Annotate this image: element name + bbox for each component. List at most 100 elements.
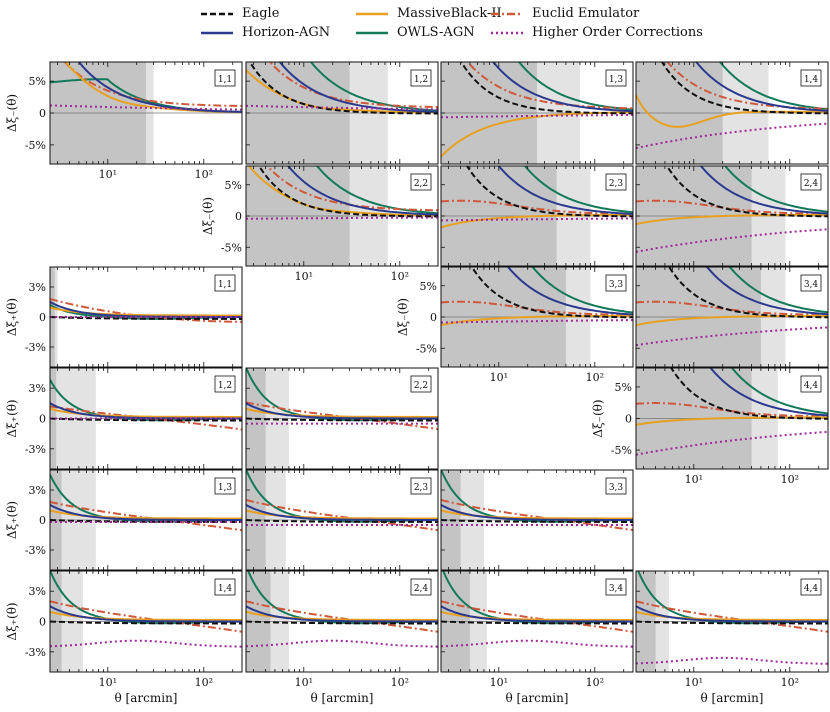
bin-label: 2,3: [609, 179, 624, 189]
panel-p-3,3: 3,3: [440, 469, 634, 571]
series-owls-agn: [728, 267, 828, 314]
bin-label-box: [214, 477, 236, 495]
bin-label: 1,1: [218, 280, 232, 290]
y-tick-label: -3%: [25, 544, 46, 557]
y-tick-label: 3%: [29, 484, 46, 497]
bin-label: 1,3: [218, 483, 233, 493]
bin-label: 2,3: [414, 483, 429, 493]
legend-label: Eagle: [242, 6, 280, 21]
series-higher-order-corrections: [636, 326, 828, 347]
legend-item-eagle: Eagle: [200, 6, 279, 21]
bin-label: 3,4: [804, 280, 819, 290]
bin-label-box: [800, 69, 822, 87]
series-owls-agn: [718, 62, 828, 111]
bin-label-box: [410, 375, 432, 393]
bin-label: 3,4: [609, 584, 624, 594]
bin-label: 1,2: [414, 75, 428, 85]
panel-m-2,2: 2,2 5% 0 -5% Δξ₋(θ) 10¹ 10²: [201, 165, 439, 283]
series-horizon-agn: [705, 267, 828, 316]
series-eagle: [246, 519, 438, 523]
y-axis-label: Δξ₋(θ): [201, 197, 215, 235]
series-eagle: [660, 62, 828, 115]
series-horizon-agn: [246, 605, 438, 623]
x-axis-label: θ [arcmin]: [115, 691, 178, 705]
series-horizon-agn: [441, 504, 633, 521]
series-euclid-emulator: [50, 600, 242, 633]
series-higher-order-corrections: [636, 430, 828, 456]
series-eagle: [248, 62, 438, 115]
series-higher-order-corrections: [246, 639, 438, 648]
bin-label-box: [214, 274, 236, 292]
series-eagle: [246, 417, 438, 422]
panel-p-4,4: 4,4 10¹ 10² θ [arcmin]: [635, 570, 829, 705]
bin-label: 3,3: [609, 280, 624, 290]
series-higher-order-corrections: [246, 216, 438, 220]
series-euclid-emulator: [265, 166, 438, 212]
y-tick-label: 0: [39, 311, 46, 324]
series-higher-order-corrections: [246, 104, 438, 111]
series-horizon-agn: [286, 166, 438, 216]
legend-item-owls-agn: OWLS-AGN: [355, 25, 475, 40]
y-tick-label: -5%: [221, 241, 242, 254]
series-owls-agn: [523, 166, 633, 214]
bin-label-box: [605, 477, 627, 495]
x-tick-label: 10¹: [295, 676, 313, 689]
x-tick-label: 10²: [781, 676, 799, 689]
panel-m-3,3: 3,3 5% 0 -5% Δξ₋(θ) 10¹ 10²: [396, 266, 634, 384]
panel-p-1,1: 1,1 3% 0 -3% Δξ₊(θ): [5, 266, 243, 368]
series-massiveblack-ii: [247, 166, 438, 217]
bin-label-box: [214, 578, 236, 596]
series-euclid-emulator: [466, 62, 633, 110]
panel-p-3,4: 3,4 10¹ 10² θ [arcmin]: [440, 570, 634, 705]
series-horizon-agn: [695, 62, 828, 112]
bin-label-box: [605, 69, 627, 87]
y-tick-label: 5%: [29, 75, 46, 88]
series-euclid-emulator: [441, 300, 633, 316]
panel-p-1,3: 1,3 3% 0 -3% Δξ₊(θ): [5, 469, 243, 571]
y-tick-label: 0: [39, 107, 46, 120]
x-tick-label: 10²: [195, 168, 213, 181]
y-tick-label: 3%: [29, 585, 46, 598]
series-horizon-agn: [246, 504, 438, 521]
x-tick-label: 10²: [391, 270, 409, 283]
series-euclid-emulator: [63, 62, 242, 107]
series-higher-order-corrections: [441, 639, 633, 648]
series-euclid-emulator: [636, 402, 828, 418]
series-eagle: [636, 620, 828, 625]
series-horizon-agn: [50, 605, 242, 623]
y-axis-label: Δξ₋(θ): [5, 94, 19, 132]
legend: Eagle Horizon-AGN MassiveBlack-II OWLS-AGN E…: [0, 0, 830, 50]
y-axis-label: Δξ₊(θ): [5, 501, 19, 539]
legend-label: OWLS-AGN: [397, 25, 475, 40]
bin-label: 1,1: [218, 75, 232, 85]
bin-label-box: [605, 173, 627, 191]
series-euclid-emulator: [636, 600, 828, 633]
bin-label-box: [410, 69, 432, 87]
bin-label-box: [800, 375, 822, 393]
y-tick-label: 0: [625, 413, 632, 426]
series-eagle: [441, 620, 633, 625]
x-tick-label: 10¹: [685, 676, 703, 689]
series-horizon-agn: [709, 368, 828, 417]
bin-label: 1,4: [804, 75, 819, 85]
bin-label: 3,3: [609, 483, 624, 493]
series-massiveblack-ii: [636, 416, 828, 426]
legend-label: Euclid Emulator: [532, 6, 640, 21]
panel-m-4,4: 4,4 5% 0 -5% Δξ₋(θ) 10¹ 10²: [591, 367, 829, 486]
panel-m-1,3: 1,3: [440, 61, 634, 165]
series-higher-order-corrections: [441, 217, 633, 222]
x-tick-label: 10¹: [99, 676, 117, 689]
y-tick-label: 3%: [29, 281, 46, 294]
series-horizon-agn: [77, 62, 242, 113]
panel-p-2,3: 2,3: [245, 469, 439, 571]
panel-m-1,2: 1,2: [245, 61, 439, 165]
x-tick-label: 10²: [586, 371, 604, 384]
panel-m-1,1: 1,1 5% 0 -5% Δξ₋(θ) 10¹ 10²: [5, 61, 243, 181]
x-tick-label: 10²: [391, 676, 409, 689]
series-horizon-agn: [50, 504, 242, 521]
series-higher-order-corrections: [636, 122, 828, 150]
series-euclid-emulator: [268, 62, 438, 109]
bin-label-box: [410, 578, 432, 596]
y-tick-label: -3%: [25, 646, 46, 659]
panel-p-1,2: 1,2 3% 0 -3% Δξ₊(θ): [5, 367, 243, 470]
